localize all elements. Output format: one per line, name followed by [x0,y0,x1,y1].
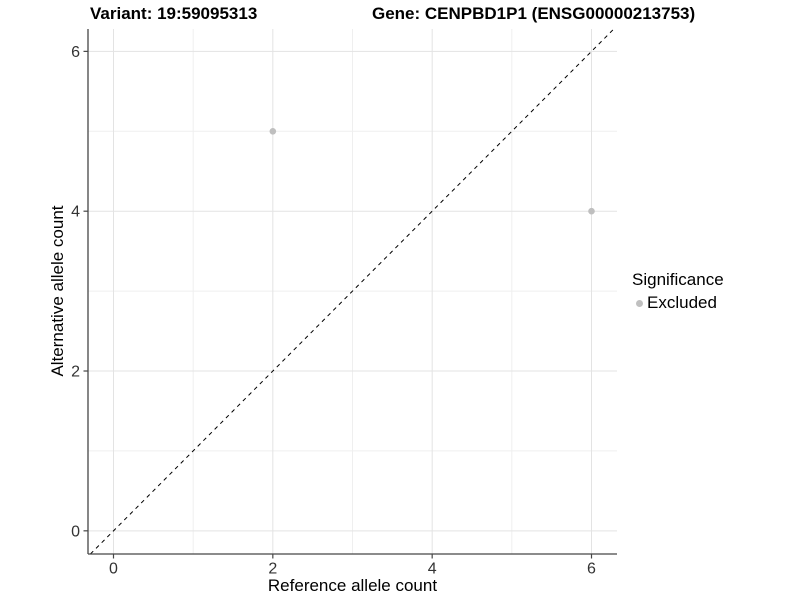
gene-title: Gene: CENPBD1P1 (ENSG00000213753) [372,4,696,23]
y-tick-label: 4 [71,204,80,221]
legend: Significance Excluded [632,270,724,313]
x-tick-label: 0 [109,561,118,578]
data-point [588,207,595,215]
y-tick-label: 0 [71,523,80,540]
legend-item: Excluded [632,293,724,313]
variant-title: Variant: 19:59095313 [90,4,258,23]
x-tick-label: 2 [268,561,277,578]
legend-item-label: Excluded [647,293,717,312]
y-tick-label: 2 [71,364,80,381]
data-point [269,127,277,135]
x-tick-label: 6 [587,561,596,578]
y-tick-label: 6 [71,44,80,61]
legend-title: Significance [632,270,724,289]
identity-line [90,28,615,555]
excluded-point-icon [636,299,643,307]
y-axis-title: Alternative allele count [48,205,67,377]
x-axis-title: Reference allele count [267,576,438,595]
x-tick-label: 4 [428,561,437,578]
